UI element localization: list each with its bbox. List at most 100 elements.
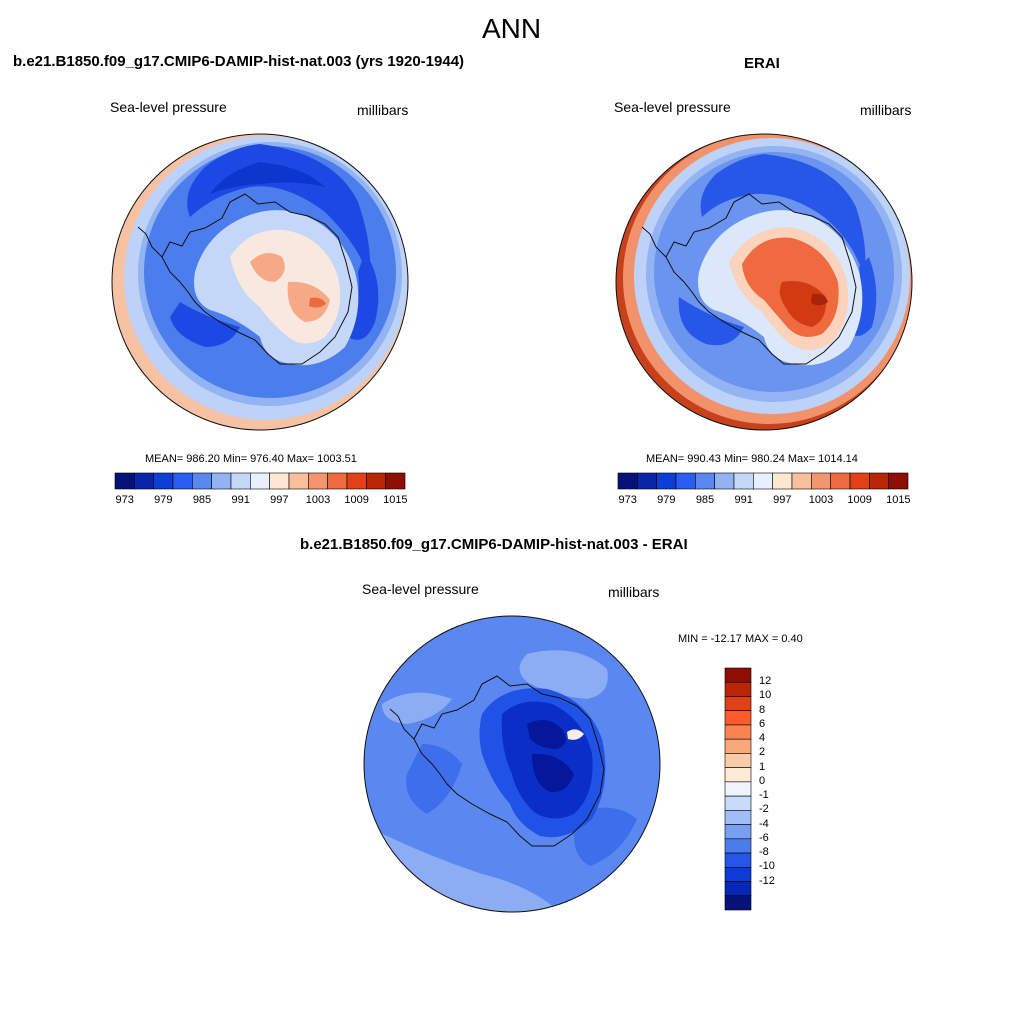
panel-diff-variable-label: Sea-level pressure bbox=[362, 581, 479, 597]
model-peak-2 bbox=[287, 281, 330, 322]
obs-colorbar-tick-label: 997 bbox=[773, 494, 792, 506]
panel-diff-units-label: millibars bbox=[608, 584, 660, 600]
obs-colorbar-box bbox=[656, 472, 677, 490]
panel-model-title: b.e21.B1850.f09_g17.CMIP6-DAMIP-hist-nat… bbox=[13, 53, 465, 70]
diff-colorbar-box bbox=[724, 895, 752, 911]
colorbar-obs bbox=[617, 472, 909, 490]
model-colorbar-box bbox=[288, 472, 309, 490]
obs-colorbar-box bbox=[637, 472, 657, 490]
model-peak-1 bbox=[250, 253, 285, 282]
obs-colorbar-box bbox=[617, 472, 638, 490]
panel-model-units-label: millibars bbox=[357, 102, 409, 118]
obs-trough-2 bbox=[678, 297, 744, 346]
obs-colorbar-tick-label: 1003 bbox=[808, 494, 834, 506]
model-colorbar-tick-label: 1015 bbox=[383, 494, 408, 506]
colorbar-model bbox=[114, 472, 406, 490]
diff-colorbar-box bbox=[724, 767, 752, 783]
obs-colorbar-box bbox=[849, 472, 870, 490]
diff-light-1 bbox=[519, 650, 608, 699]
obs-colorbar-box bbox=[830, 472, 851, 490]
diff-colorbar-box bbox=[724, 866, 752, 882]
obs-colorbar-box bbox=[888, 472, 909, 490]
model-trough-2 bbox=[170, 302, 240, 347]
model-colorbar-box bbox=[211, 472, 232, 490]
obs-colorbar-box bbox=[695, 472, 715, 490]
obs-colorbar-tick-label: 1009 bbox=[847, 494, 872, 506]
obs-trough bbox=[700, 154, 866, 277]
panel-obs-stats: MEAN= 990.43 Min= 980.24 Max= 1014.14 bbox=[646, 453, 858, 465]
model-core bbox=[309, 297, 326, 308]
model-colorbar-box bbox=[134, 472, 154, 490]
panel-model-variable-label: Sea-level pressure bbox=[110, 99, 227, 115]
model-coastline bbox=[161, 193, 353, 365]
panel-obs-map bbox=[615, 133, 913, 431]
model-map-border bbox=[111, 133, 409, 431]
panel-diff-map bbox=[363, 615, 661, 913]
model-colorbar-box bbox=[250, 472, 270, 490]
obs-colorbar-box bbox=[772, 472, 793, 490]
obs-deep-core bbox=[811, 293, 828, 306]
colorbar-diff bbox=[724, 667, 752, 911]
panel-obs-variable-label: Sea-level pressure bbox=[614, 99, 731, 115]
diff-colorbar-tick-label: -12 bbox=[759, 874, 775, 887]
model-colorbar-tick-label: 985 bbox=[192, 494, 212, 506]
obs-colorbar-box bbox=[675, 472, 696, 490]
model-colorbar-box bbox=[269, 472, 290, 490]
diff-colorbar-tick-label: -8 bbox=[759, 846, 769, 859]
diff-colorbar-box bbox=[724, 852, 752, 868]
panel-model-map bbox=[111, 133, 409, 431]
diff-colorbar-tick-label: -10 bbox=[759, 860, 775, 873]
model-colorbar-box bbox=[327, 472, 348, 490]
model-colorbar-box bbox=[230, 472, 251, 490]
model-colorbar-tick-label: 991 bbox=[231, 494, 250, 506]
diff-colorbar-box bbox=[724, 667, 752, 683]
diff-min bbox=[527, 720, 574, 793]
diff-light-3 bbox=[382, 692, 452, 724]
obs-peninsula bbox=[641, 226, 667, 258]
obs-colorbar-box bbox=[714, 472, 735, 490]
diff-warm-spot bbox=[567, 729, 584, 740]
diff-colorbar-tick-label: -2 bbox=[759, 803, 769, 816]
panel-diff-title: b.e21.B1850.f09_g17.CMIP6-DAMIP-hist-nat… bbox=[300, 536, 688, 553]
diff-colorbar-box bbox=[724, 696, 752, 712]
obs-colorbar-box bbox=[733, 472, 754, 490]
model-colorbar-tick-label: 973 bbox=[115, 494, 134, 506]
diff-colorbar-box bbox=[724, 724, 752, 740]
diff-peninsula bbox=[389, 708, 415, 740]
model-colorbar-tick-label: 1009 bbox=[344, 494, 369, 506]
panel-obs-units-label: millibars bbox=[860, 102, 912, 118]
obs-colorbar-box bbox=[791, 472, 812, 490]
diff-colorbar-box bbox=[724, 810, 752, 825]
model-colorbar-box bbox=[114, 472, 135, 490]
obs-colorbar-tick-label: 979 bbox=[657, 494, 676, 506]
diff-colorbar-tick-label: 4 bbox=[759, 732, 766, 745]
panel-diff-stats: MIN = -12.17 MAX = 0.40 bbox=[678, 633, 803, 645]
diff-colorbar-box bbox=[724, 681, 752, 697]
diff-mid-1 bbox=[406, 744, 462, 814]
diff-colorbar-box bbox=[724, 710, 752, 726]
model-colorbar-box bbox=[366, 472, 386, 490]
figure-title: ANN bbox=[482, 13, 542, 44]
obs-colorbar-box bbox=[869, 472, 889, 490]
obs-colorbar-box bbox=[753, 472, 773, 490]
obs-colorbar-tick-label: 973 bbox=[618, 494, 637, 506]
diff-colorbar-tick-label: 6 bbox=[759, 717, 766, 730]
obs-colorbar-tick-label: 1015 bbox=[886, 494, 911, 506]
diff-colorbar-box bbox=[724, 781, 752, 797]
model-colorbar-box bbox=[308, 472, 328, 490]
diff-colorbar-tick-label: -1 bbox=[759, 789, 769, 802]
model-colorbar-box bbox=[172, 472, 193, 490]
diff-colorbar-box bbox=[724, 738, 752, 754]
diff-colorbar-tick-label: 12 bbox=[759, 675, 772, 688]
diff-colorbar-box bbox=[724, 881, 752, 897]
obs-coastline bbox=[665, 193, 857, 365]
diff-colorbar-tick-label: 10 bbox=[759, 689, 772, 702]
model-colorbar-tick-label: 997 bbox=[270, 494, 289, 506]
model-colorbar-box bbox=[153, 472, 174, 490]
obs-core bbox=[779, 281, 827, 327]
diff-map-border bbox=[363, 615, 661, 913]
model-colorbar-box bbox=[385, 472, 406, 490]
model-peninsula bbox=[137, 226, 163, 258]
model-colorbar-tick-label: 979 bbox=[154, 494, 173, 506]
obs-colorbar-tick-label: 991 bbox=[734, 494, 753, 506]
